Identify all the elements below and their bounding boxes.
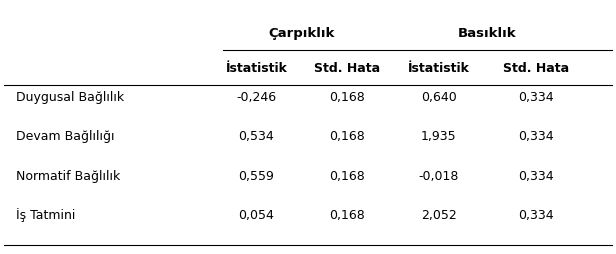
Text: 0,334: 0,334 — [518, 130, 554, 143]
Text: 0,640: 0,640 — [421, 91, 456, 104]
Text: 0,168: 0,168 — [330, 91, 365, 104]
Text: 0,534: 0,534 — [238, 130, 274, 143]
Text: 0,559: 0,559 — [238, 170, 274, 183]
Text: -0,246: -0,246 — [237, 91, 277, 104]
Text: -0,018: -0,018 — [418, 170, 459, 183]
Text: 0,054: 0,054 — [238, 209, 274, 222]
Text: Basıklık: Basıklık — [458, 27, 517, 40]
Text: Devam Bağlılığı: Devam Bağlılığı — [16, 130, 115, 143]
Text: 1,935: 1,935 — [421, 130, 456, 143]
Text: 0,168: 0,168 — [330, 130, 365, 143]
Text: İstatistik: İstatistik — [408, 61, 469, 74]
Text: Duygusal Bağlılık: Duygusal Bağlılık — [16, 91, 124, 104]
Text: 0,334: 0,334 — [518, 170, 554, 183]
Text: 0,168: 0,168 — [330, 209, 365, 222]
Text: 2,052: 2,052 — [421, 209, 456, 222]
Text: Çarpıklık: Çarpıklık — [269, 27, 335, 40]
Text: 0,334: 0,334 — [518, 209, 554, 222]
Text: Normatif Bağlılık: Normatif Bağlılık — [16, 170, 121, 183]
Text: 0,168: 0,168 — [330, 170, 365, 183]
Text: Std. Hata: Std. Hata — [503, 61, 569, 74]
Text: İş Tatmini: İş Tatmini — [16, 209, 76, 223]
Text: İstatistik: İstatistik — [225, 61, 287, 74]
Text: Std. Hata: Std. Hata — [314, 61, 381, 74]
Text: 0,334: 0,334 — [518, 91, 554, 104]
